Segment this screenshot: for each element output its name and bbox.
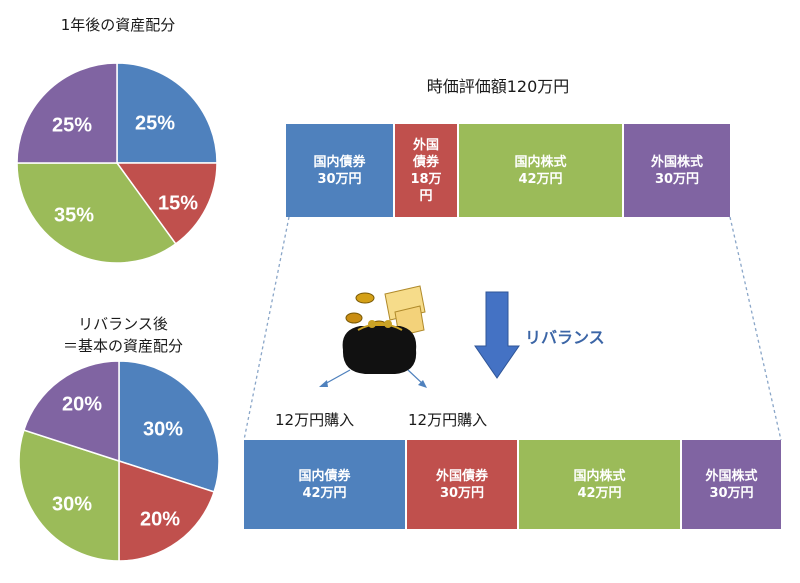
segment-name: 国内債券 xyxy=(313,154,366,170)
rebalance-label: リバランス xyxy=(525,328,605,347)
segment-name: 国内債券 xyxy=(298,468,351,484)
allocation-bar-after: 国内債券 42万円 外国債券 30万円 国内株式 42万円 外国株式 30万円 xyxy=(244,440,781,529)
purse-icon xyxy=(342,320,417,374)
pie1-slice-0 xyxy=(116,62,218,164)
pie1-label-blue: 25% xyxy=(134,112,176,135)
allocation-bar-before: 国内債券 30万円 外国 債券 18万 円 国内株式 42万円 外国株式 30万… xyxy=(286,124,730,217)
guide-line-right xyxy=(729,216,782,441)
segment-amount: 18万 円 xyxy=(410,171,442,204)
bar-bottom-domestic-bonds: 国内債券 42万円 xyxy=(244,440,405,529)
segment-amount: 30万円 xyxy=(654,171,700,187)
pie-chart-rebalanced xyxy=(18,360,220,562)
bar-top-domestic-bonds: 国内債券 30万円 xyxy=(286,124,393,217)
pie2-title-line1: リバランス後 xyxy=(78,315,168,333)
pie2-slice-0 xyxy=(118,360,220,493)
segment-name: 外国 債券 xyxy=(412,137,439,170)
bar-top-foreign-bonds: 外国 債券 18万 円 xyxy=(393,124,457,217)
buy-arrow-left-icon xyxy=(322,369,351,386)
pie2-label-green: 30% xyxy=(51,493,93,516)
segment-name: 外国株式 xyxy=(705,468,758,484)
segment-amount: 42万円 xyxy=(518,171,563,187)
pie2-slice-1 xyxy=(118,459,216,562)
bar-bottom-foreign-bonds: 外国債券 30万円 xyxy=(405,440,517,529)
guide-line-left xyxy=(243,216,290,441)
segment-name: 国内株式 xyxy=(573,468,626,484)
pie1-slice-2 xyxy=(16,162,177,264)
pie1-slice-1 xyxy=(115,162,218,245)
pie2-slice-3 xyxy=(22,360,120,463)
bar-top-foreign-stocks: 外国株式 30万円 xyxy=(622,124,730,217)
pie1-label-red: 15% xyxy=(157,192,199,215)
market-value-title: 時価評価額120万円 xyxy=(426,77,570,96)
pie2-label-blue: 30% xyxy=(142,418,184,441)
banknote-icon xyxy=(384,285,426,337)
pie1-label-purple: 25% xyxy=(51,114,93,137)
segment-name: 外国株式 xyxy=(650,154,703,170)
buy-label-domestic-bonds: 12万円購入 xyxy=(275,411,355,429)
segment-amount: 30万円 xyxy=(439,485,485,501)
pie-chart-1yr xyxy=(16,62,218,264)
segment-amount: 30万円 xyxy=(317,171,362,187)
segment-name: 国内株式 xyxy=(514,154,567,170)
rebalance-down-arrow-icon xyxy=(474,291,520,379)
pie1-title: 1年後の資産配分 xyxy=(60,16,176,34)
segment-amount: 42万円 xyxy=(577,485,622,501)
bar-top-domestic-stocks: 国内株式 42万円 xyxy=(457,124,622,217)
bar-bottom-domestic-stocks: 国内株式 42万円 xyxy=(517,440,680,529)
pie2-slice-2 xyxy=(18,429,120,562)
pie2-label-purple: 20% xyxy=(61,393,103,416)
pie2-title-line2: ＝基本の資産配分 xyxy=(62,337,183,355)
buy-label-foreign-bonds: 12万円購入 xyxy=(408,411,488,429)
segment-amount: 42万円 xyxy=(302,485,347,501)
bar-bottom-foreign-stocks: 外国株式 30万円 xyxy=(680,440,781,529)
pie1-slice-3 xyxy=(16,62,118,164)
pie1-label-green: 35% xyxy=(53,204,95,227)
pie2-label-red: 20% xyxy=(139,508,181,531)
segment-name: 外国債券 xyxy=(435,468,488,484)
segment-amount: 30万円 xyxy=(709,485,754,501)
